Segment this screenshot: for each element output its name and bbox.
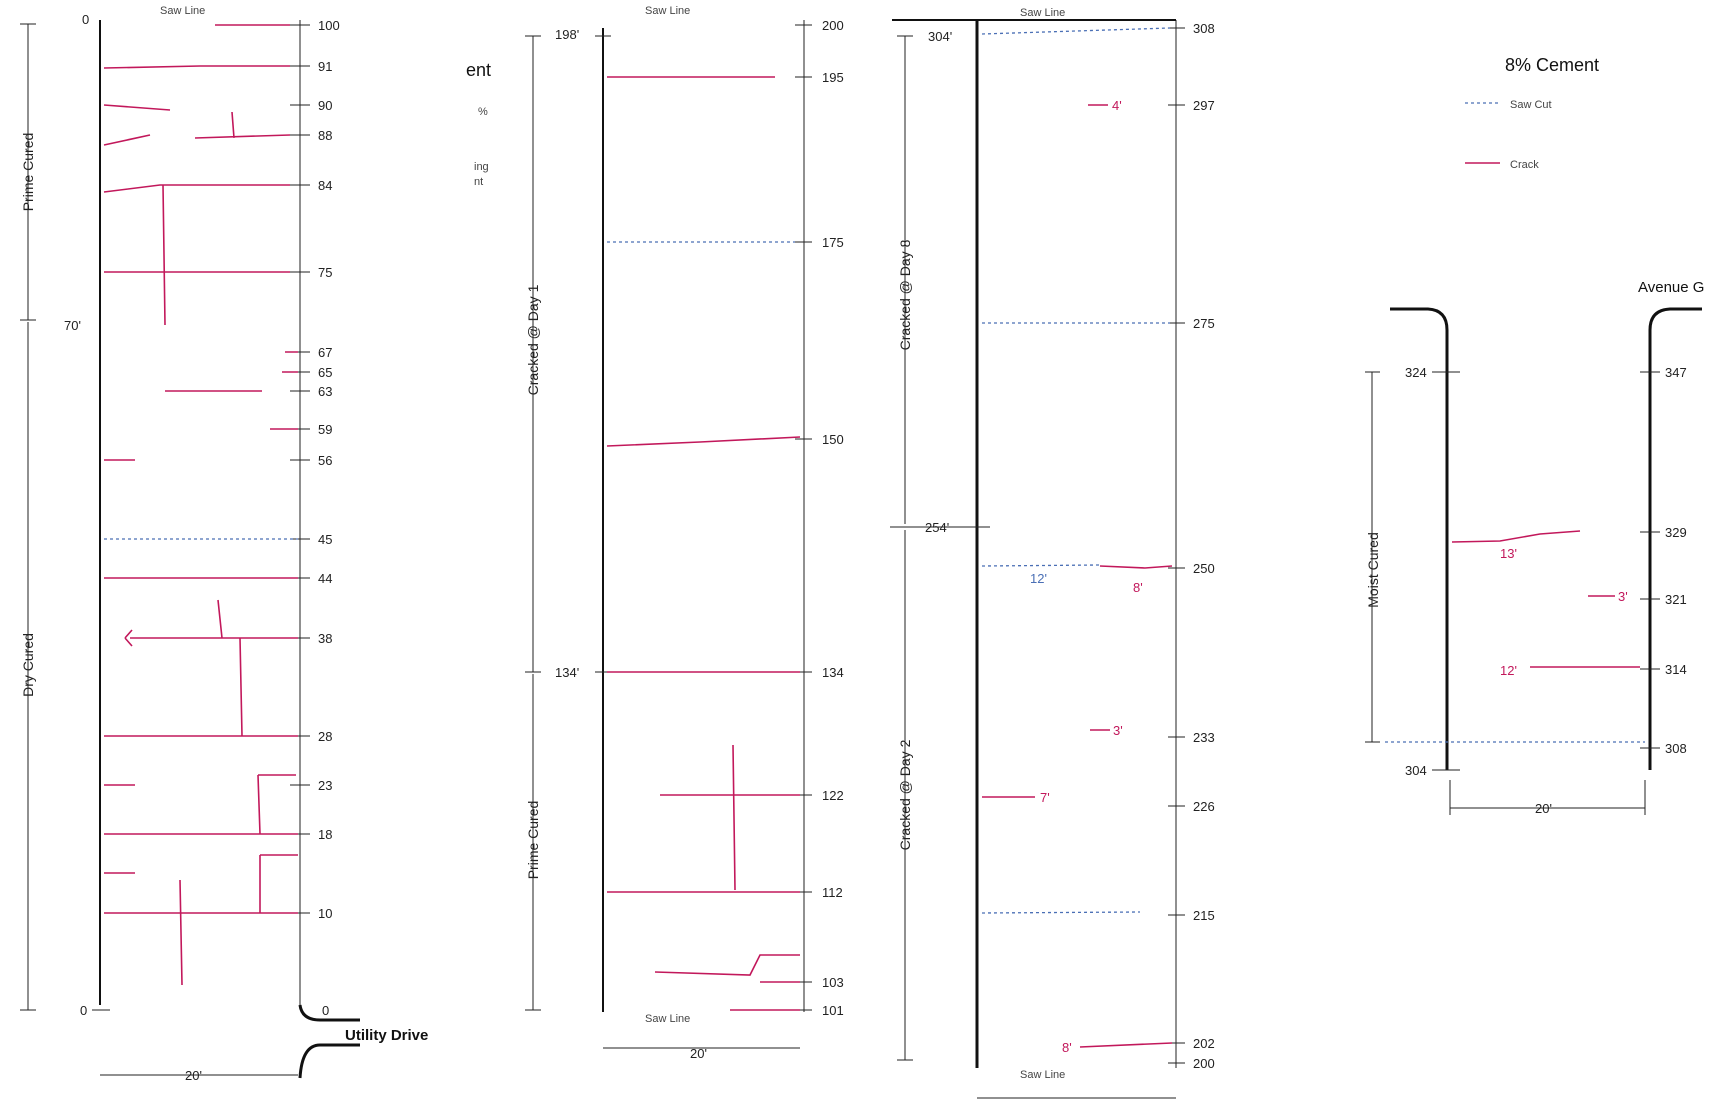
section-1-mid-marker: 70' xyxy=(64,318,81,333)
section-1-width: 20' xyxy=(185,1068,202,1083)
station-label: 100 xyxy=(318,18,340,33)
station-label: 314 xyxy=(1665,662,1687,677)
station-label: 59 xyxy=(318,422,332,437)
section-4-width: 20' xyxy=(1535,801,1552,816)
station-label: 88 xyxy=(318,128,332,143)
station-label: 90 xyxy=(318,98,332,113)
section-2-zone-day1: Cracked @ Day 1 xyxy=(525,284,541,395)
station-label: 122 xyxy=(822,788,844,803)
section-2-top-marker: 198' xyxy=(555,27,579,42)
station-label: 28 xyxy=(318,729,332,744)
section-2-zone-prime: Prime Cured xyxy=(525,801,541,880)
cement-title: 8% Cement xyxy=(1505,55,1599,75)
station-label: 44 xyxy=(318,571,332,586)
section-1-zero-marker: 0 xyxy=(80,1003,87,1018)
station-label: 215 xyxy=(1193,908,1215,923)
svg-text:Saw Cut: Saw Cut xyxy=(1510,99,1552,111)
station-label: 134 xyxy=(822,665,844,680)
station-label: 202 xyxy=(1193,1036,1215,1051)
crack-label: 8' xyxy=(1133,580,1143,595)
section-3-mid-marker: 254' xyxy=(925,520,949,535)
station-label: 75 xyxy=(318,265,332,280)
crack-label: 3' xyxy=(1618,589,1628,604)
station-label: 250 xyxy=(1193,561,1215,576)
section-1: Saw Line 0 Prime Cured Dry Cured 70' 0 1… xyxy=(20,5,428,1083)
station-label: 0 xyxy=(322,1003,329,1018)
svg-text:Crack: Crack xyxy=(1510,159,1539,171)
section-3-cracks: 4' 12' 8' 3' 7' 8' xyxy=(981,27,1173,1055)
legend: Saw Cut Crack xyxy=(1465,99,1552,171)
cutoff-label-4: nt xyxy=(474,176,483,188)
section-4: 8% Cement Saw Cut Crack Avenue G Moist C… xyxy=(1365,55,1704,816)
section-2-width: 20' xyxy=(690,1046,707,1061)
station-label: 91 xyxy=(318,59,332,74)
station-label: 18 xyxy=(318,827,332,842)
section-1-zone-prime: Prime Cured xyxy=(20,133,36,212)
svg-text:Saw Line: Saw Line xyxy=(645,5,690,17)
section-4-station-labels: 347 329 321 314 308 xyxy=(1640,365,1687,756)
station-label: 101 xyxy=(822,1003,844,1018)
utility-drive-label: Utility Drive xyxy=(345,1027,428,1044)
section-3-zone-day8: Cracked @ Day 8 xyxy=(897,239,913,350)
station-label: 63 xyxy=(318,384,332,399)
crack-label: 3' xyxy=(1113,723,1123,738)
station-label: 65 xyxy=(318,365,332,380)
section-2: ent % ing nt Saw Line Saw Line 198' 134'… xyxy=(466,5,844,1061)
cutoff-label-3: ing xyxy=(474,161,489,173)
station-label: 175 xyxy=(822,235,844,250)
station-label: 10 xyxy=(318,906,332,921)
cutoff-label-2: % xyxy=(478,106,488,118)
station-label: 23 xyxy=(318,778,332,793)
crack-label: 12' xyxy=(1030,571,1047,586)
station-label: 321 xyxy=(1665,592,1687,607)
section-3-top-marker: 304' xyxy=(928,29,952,44)
section-4-cracks: 13' 3' 12' xyxy=(1385,530,1645,743)
crack-label: 4' xyxy=(1112,98,1122,113)
moist-cured-label: Moist Cured xyxy=(1365,532,1381,607)
section-1-top-marker: 0 xyxy=(82,12,89,27)
station-label: 200 xyxy=(822,18,844,33)
station-label: 275 xyxy=(1193,316,1215,331)
crack-label: 7' xyxy=(1040,790,1050,805)
right-left-station: 304 xyxy=(1405,763,1427,778)
section-2-station-labels: 200 195 175 150 134 122 112 103 101 xyxy=(795,18,844,1018)
station-label: 347 xyxy=(1665,365,1687,380)
station-label: 67 xyxy=(318,345,332,360)
station-label: 45 xyxy=(318,532,332,547)
section-2-cracks xyxy=(606,76,801,1011)
station-label: 84 xyxy=(318,178,332,193)
section-3-zone-day2: Cracked @ Day 2 xyxy=(897,739,913,850)
svg-text:Saw Line: Saw Line xyxy=(645,1013,690,1025)
station-label: 195 xyxy=(822,70,844,85)
station-label: 112 xyxy=(822,885,843,900)
station-label: 103 xyxy=(822,975,844,990)
svg-text:Saw Line: Saw Line xyxy=(1020,7,1065,19)
section-2-mid-marker: 134' xyxy=(555,665,579,680)
station-label: 297 xyxy=(1193,98,1215,113)
crack-label: 12' xyxy=(1500,663,1517,678)
section-3: Saw Line Saw Line 304' 254' Cracked @ Da… xyxy=(890,7,1215,1099)
section-1-zone-dry: Dry Cured xyxy=(20,633,36,697)
right-left-station: 324 xyxy=(1405,365,1427,380)
section-1-station-labels: 100 91 90 88 84 75 67 65 63 59 56 45 44 … xyxy=(290,18,340,1018)
station-label: 150 xyxy=(822,432,844,447)
avenue-g-label: Avenue G xyxy=(1638,279,1704,296)
station-label: 226 xyxy=(1193,799,1215,814)
station-label: 308 xyxy=(1193,21,1215,36)
station-label: 308 xyxy=(1665,741,1687,756)
station-label: 56 xyxy=(318,453,332,468)
section-1-top-note: Saw Line xyxy=(160,5,205,17)
svg-text:Saw Line: Saw Line xyxy=(1020,1069,1065,1081)
crack-label: 8' xyxy=(1062,1040,1072,1055)
station-label: 233 xyxy=(1193,730,1215,745)
section-1-cracks xyxy=(103,24,298,986)
cutoff-label-1: ent xyxy=(466,60,491,80)
crack-label: 13' xyxy=(1500,546,1517,561)
station-label: 200 xyxy=(1193,1056,1215,1071)
station-label: 38 xyxy=(318,631,332,646)
station-label: 329 xyxy=(1665,525,1687,540)
section-3-station-labels: 308 297 275 250 233 226 215 202 200 xyxy=(1168,21,1215,1071)
